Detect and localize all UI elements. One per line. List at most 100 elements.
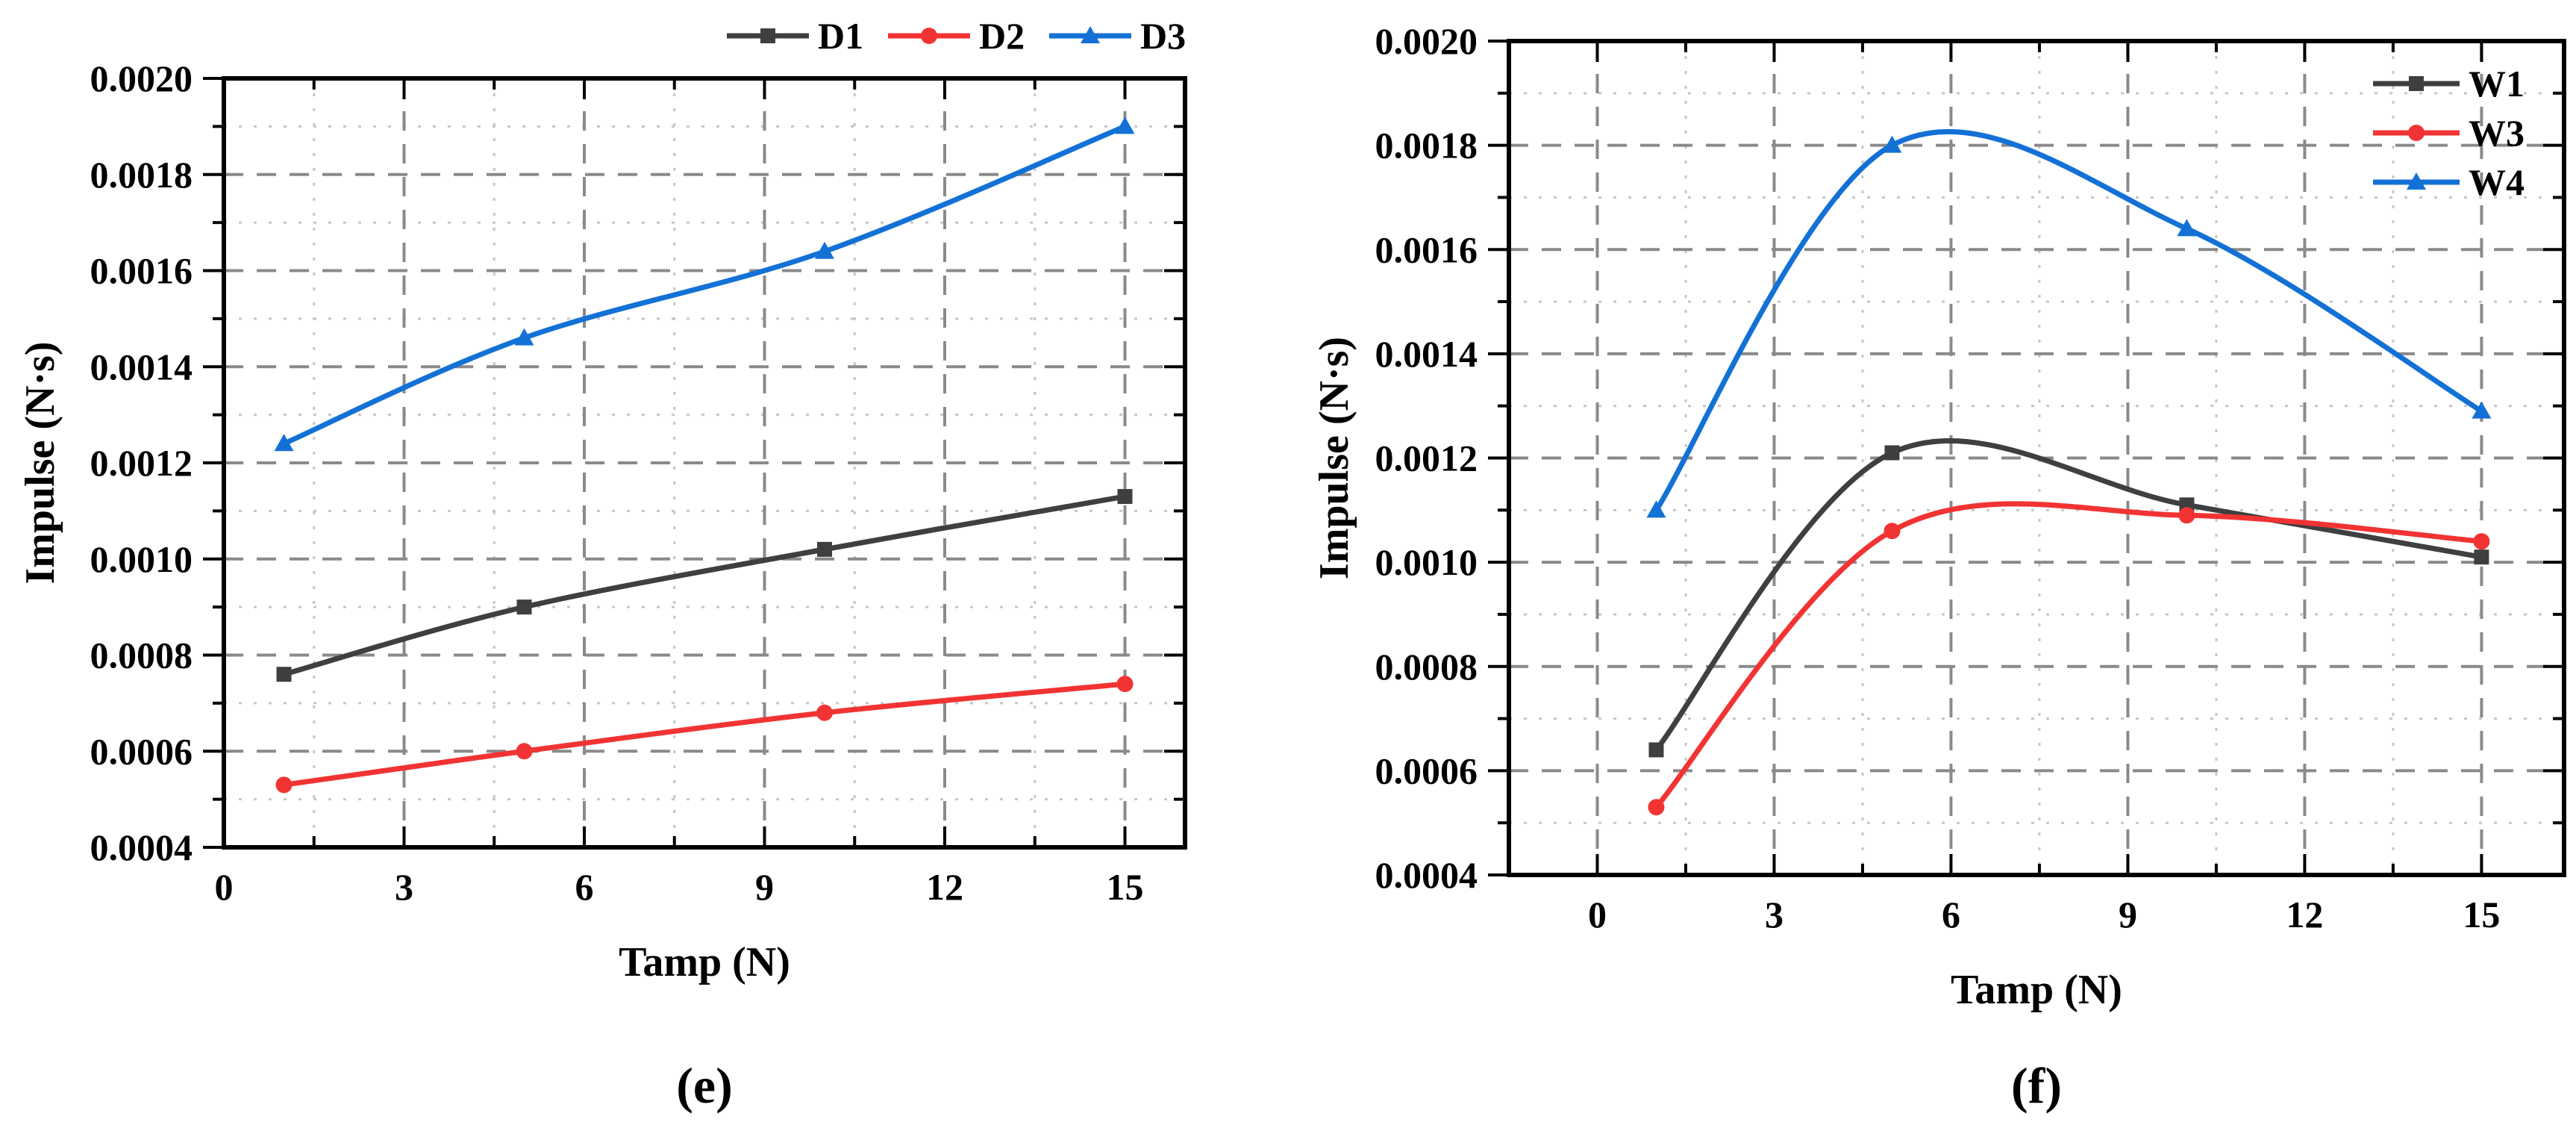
legend-item-W1: W1: [2373, 63, 2525, 105]
legend-item-D1: D1: [727, 15, 863, 57]
legend-marker: [2407, 172, 2426, 190]
series-D2-marker: [816, 704, 833, 721]
series-D3-marker: [815, 241, 834, 259]
legend-marker: [2409, 76, 2424, 91]
y-tick-label: 0.0006: [1375, 750, 1478, 791]
y-axis-label: Impulse (N·s): [1311, 337, 1357, 579]
chart-e: 0.0004 0.0006 0.0008 0.0010 0.0012 0.0014 0.00…: [17, 15, 1187, 1114]
legend: D1 D2 D3: [727, 15, 1186, 57]
y-tick-label: 0.0012: [90, 442, 193, 484]
y-tick-label: 0.0020: [90, 57, 193, 99]
series-W3-marker: [2473, 533, 2490, 550]
y-tick-label: 0.0006: [90, 730, 193, 772]
x-tick-label: 3: [395, 866, 413, 908]
y-tick-label: 0.0018: [1375, 125, 1478, 166]
ticks: [203, 77, 1185, 849]
y-tick-label: 0.0010: [1375, 541, 1478, 583]
x-tick-label: 9: [755, 866, 774, 908]
series-D3-markers: [274, 116, 1135, 452]
ticks: [1488, 40, 2564, 876]
x-tick-label: 0: [1588, 894, 1607, 935]
legend-label: W4: [2469, 161, 2525, 203]
legend-label: D2: [979, 15, 1025, 57]
y-tick-label: 0.0008: [90, 635, 193, 676]
chart-e-caption: (e): [676, 1057, 733, 1114]
series-W1-marker: [2474, 549, 2489, 565]
series-W3-markers: [1648, 507, 2490, 816]
series: [1654, 129, 2483, 809]
x-tick-label: 15: [1107, 866, 1144, 908]
tick-labels: 0.0004 0.0006 0.0008 0.0010 0.0012 0.0014 0.00…: [1375, 20, 2501, 935]
legend-label: D3: [1140, 15, 1186, 57]
legend-item-W4: W4: [2373, 161, 2525, 203]
chart-f-caption: (f): [2011, 1057, 2062, 1114]
series-D3-marker: [514, 328, 534, 346]
series-D2-marker: [275, 776, 293, 794]
series-D2-marker: [1116, 676, 1134, 693]
y-tick-label: 0.0020: [1375, 20, 1478, 62]
legend-label: D1: [818, 15, 863, 57]
legend-item-D3: D3: [1049, 15, 1186, 57]
y-tick-label: 0.0010: [90, 538, 193, 580]
series: [283, 124, 1126, 788]
series-D1-marker: [516, 599, 532, 615]
series-D3-marker: [274, 434, 294, 452]
series-W3-marker: [2178, 507, 2195, 524]
series-W1-marker: [1884, 445, 1900, 461]
x-axis-label: Tamp (N): [619, 939, 790, 985]
series-W1-line: [1654, 438, 2483, 752]
series-D3-line: [283, 124, 1126, 446]
y-tick-label: 0.0008: [1375, 646, 1478, 688]
series-D1-markers: [276, 489, 1133, 682]
series-W1-marker: [1648, 742, 1664, 758]
series-W4-marker: [2177, 219, 2197, 237]
legend-label: W1: [2469, 63, 2525, 105]
x-tick-label: 12: [2286, 894, 2323, 935]
series-W4-marker: [2472, 401, 2492, 419]
legend-item-W3: W3: [2373, 112, 2525, 154]
x-tick-label: 3: [1765, 894, 1783, 935]
legend: W1 W3 W4: [2373, 63, 2525, 203]
series-D1-marker: [1117, 489, 1133, 505]
series-D2-marker: [516, 743, 533, 760]
x-tick-label: 6: [575, 866, 594, 908]
y-tick-label: 0.0014: [1375, 333, 1478, 375]
series-W4-marker: [1882, 135, 1902, 153]
series-D1-marker: [817, 541, 832, 557]
x-axis-label: Tamp (N): [1951, 967, 2122, 1013]
series-D2-line: [284, 681, 1125, 788]
y-tick-label: 0.0014: [90, 346, 193, 387]
x-tick-label: 15: [2463, 894, 2500, 935]
x-tick-label: 12: [926, 866, 963, 908]
y-tick-label: 0.0004: [90, 826, 193, 868]
series-D3-marker: [1115, 116, 1135, 134]
chart-f: 0.0004 0.0006 0.0008 0.0010 0.0012 0.0014 0.00…: [1288, 0, 2576, 1134]
series-W3-line: [1654, 501, 2482, 809]
y-tick-label: 0.0018: [90, 154, 193, 196]
series-D2-markers: [275, 676, 1134, 794]
legend-marker: [760, 28, 775, 43]
series-W3-marker: [1883, 523, 1901, 540]
x-tick-label: 0: [215, 866, 234, 908]
series-W4-markers: [1646, 135, 2492, 518]
series-W4-marker: [1646, 500, 1666, 518]
legend-marker: [2408, 125, 2425, 141]
series-W3-marker: [1648, 799, 1665, 816]
series-D1-line: [283, 493, 1126, 677]
legend-marker: [1081, 26, 1100, 43]
y-tick-label: 0.0012: [1375, 437, 1478, 479]
tick-labels: 0.0004 0.0006 0.0008 0.0010 0.0012 0.0014 0.00…: [90, 57, 1144, 908]
y-tick-label: 0.0016: [90, 250, 193, 292]
legend-marker: [921, 28, 937, 44]
series-W4-line: [1654, 129, 2483, 512]
series-W1-markers: [1648, 445, 2489, 758]
x-tick-label: 6: [1942, 894, 1960, 935]
legend-label: W3: [2469, 112, 2525, 154]
chart-f-plot: 0.0004 0.0006 0.0008 0.0010 0.0012 0.0014 0.00…: [1311, 20, 2566, 1013]
legend-item-D2: D2: [888, 15, 1025, 57]
x-tick-label: 9: [2119, 894, 2137, 935]
y-tick-label: 0.0016: [1375, 228, 1478, 270]
y-axis-label: Impulse (N·s): [17, 341, 63, 584]
chart-e-plot: 0.0004 0.0006 0.0008 0.0010 0.0012 0.0014 0.00…: [17, 15, 1187, 985]
